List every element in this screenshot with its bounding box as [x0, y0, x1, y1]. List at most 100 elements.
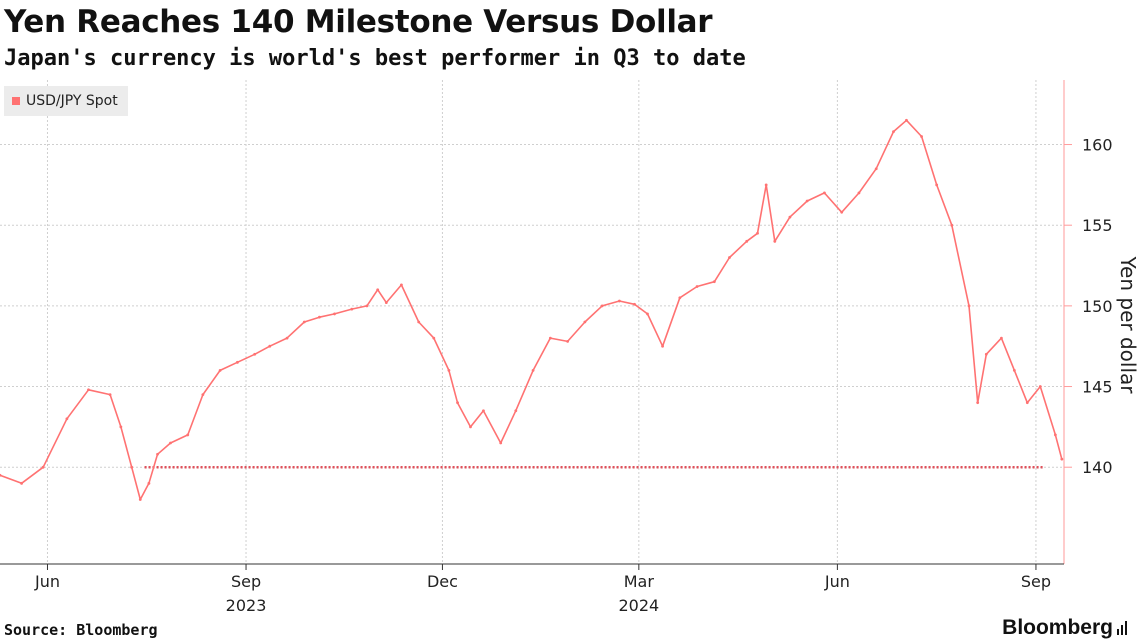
data-point	[712, 280, 716, 284]
data-point	[268, 344, 272, 348]
data-point	[984, 352, 988, 356]
y-tick-label: 140	[1082, 458, 1113, 477]
data-point	[678, 296, 682, 300]
legend: USD/JPY Spot	[4, 86, 128, 116]
data-point	[469, 425, 472, 429]
data-point	[618, 299, 621, 303]
data-point	[108, 393, 112, 396]
data-point	[169, 441, 172, 445]
x-tick-label: Dec	[427, 572, 458, 591]
data-point	[1000, 336, 1003, 340]
series-line	[0, 119, 1063, 501]
data-point	[65, 417, 69, 421]
data-point	[600, 304, 604, 308]
legend-swatch	[12, 97, 20, 105]
data-point	[905, 118, 908, 122]
data-point	[935, 183, 939, 187]
x-year-label: 2023	[226, 596, 267, 615]
y-tick-label: 160	[1082, 136, 1113, 155]
data-point	[499, 441, 503, 445]
grid-layer	[0, 80, 1064, 564]
data-point	[456, 401, 459, 405]
data-point	[156, 452, 159, 456]
data-point	[400, 283, 403, 287]
data-point	[447, 369, 451, 372]
axis-layer: 140 145 150 155 160 Jun Sep Dec Mar Jun Sep 2023 202…	[0, 80, 1113, 615]
data-point	[823, 191, 826, 195]
data-point	[376, 288, 380, 292]
data-point	[745, 239, 749, 243]
data-point	[201, 393, 205, 396]
data-point	[41, 465, 45, 469]
source-note: Source: Bloomberg	[4, 621, 158, 639]
data-point	[661, 344, 664, 348]
data-point	[805, 199, 809, 203]
y-axis-label: Yen per dollar	[1116, 255, 1140, 394]
brand-name: Bloomberg	[1002, 616, 1113, 639]
data-point	[0, 473, 2, 477]
data-point	[566, 339, 570, 343]
data-point	[318, 315, 321, 319]
data-point	[1012, 369, 1016, 372]
brand-logo: Bloomberg	[1002, 616, 1127, 640]
data-point	[1038, 385, 1042, 388]
data-point	[514, 409, 518, 413]
data-point	[646, 312, 649, 316]
x-tick-label: Mar	[624, 572, 655, 591]
data-point	[130, 465, 134, 469]
data-point	[302, 320, 306, 324]
data-point	[840, 210, 844, 214]
y-tick-label: 150	[1082, 297, 1113, 316]
legend-label: USD/JPY Spot	[26, 93, 118, 109]
data-point	[773, 239, 777, 243]
data-point	[384, 301, 388, 305]
data-point	[186, 433, 190, 437]
data-point	[417, 320, 421, 324]
data-point	[365, 304, 369, 308]
data-point	[218, 369, 222, 372]
data-point	[967, 304, 971, 308]
data-point	[976, 401, 980, 405]
data-point	[950, 223, 954, 227]
chart-title: Yen Reaches 140 Milestone Versus Dollar	[4, 4, 713, 40]
data-point	[920, 135, 923, 138]
x-tick-label: Sep	[1021, 572, 1051, 591]
data-point	[119, 425, 123, 429]
data-point	[87, 388, 90, 392]
x-tick-label: Jun	[34, 572, 60, 591]
data-point	[482, 409, 485, 413]
data-point	[764, 183, 768, 187]
data-point	[350, 307, 354, 311]
data-point	[633, 302, 636, 306]
data-point	[236, 360, 239, 364]
x-year-label: 2024	[618, 596, 659, 615]
data-point	[728, 256, 731, 259]
data-point	[1025, 401, 1029, 405]
chart-subtitle: Japan's currency is world's best perform…	[4, 46, 746, 71]
data-point	[892, 130, 895, 134]
data-point	[432, 336, 436, 340]
data-point	[788, 215, 792, 219]
data-point	[583, 320, 587, 324]
y-tick-label: 145	[1082, 378, 1113, 397]
data-point	[695, 285, 699, 288]
data-point	[333, 312, 336, 316]
data-point	[147, 481, 151, 485]
y-tick-label: 155	[1082, 216, 1113, 235]
data-point	[1060, 457, 1064, 461]
series-layer	[0, 118, 1064, 501]
data-point	[531, 369, 535, 372]
x-tick-label: Sep	[231, 572, 261, 591]
data-point	[756, 231, 759, 235]
data-point	[20, 481, 23, 485]
data-point	[1053, 433, 1057, 437]
data-point	[874, 167, 878, 171]
data-point	[857, 191, 861, 195]
data-point	[285, 336, 289, 340]
x-tick-label: Jun	[824, 572, 850, 591]
data-point	[138, 498, 142, 501]
data-point	[548, 336, 552, 340]
data-point	[253, 352, 257, 356]
bar-chart-icon	[1117, 621, 1127, 635]
